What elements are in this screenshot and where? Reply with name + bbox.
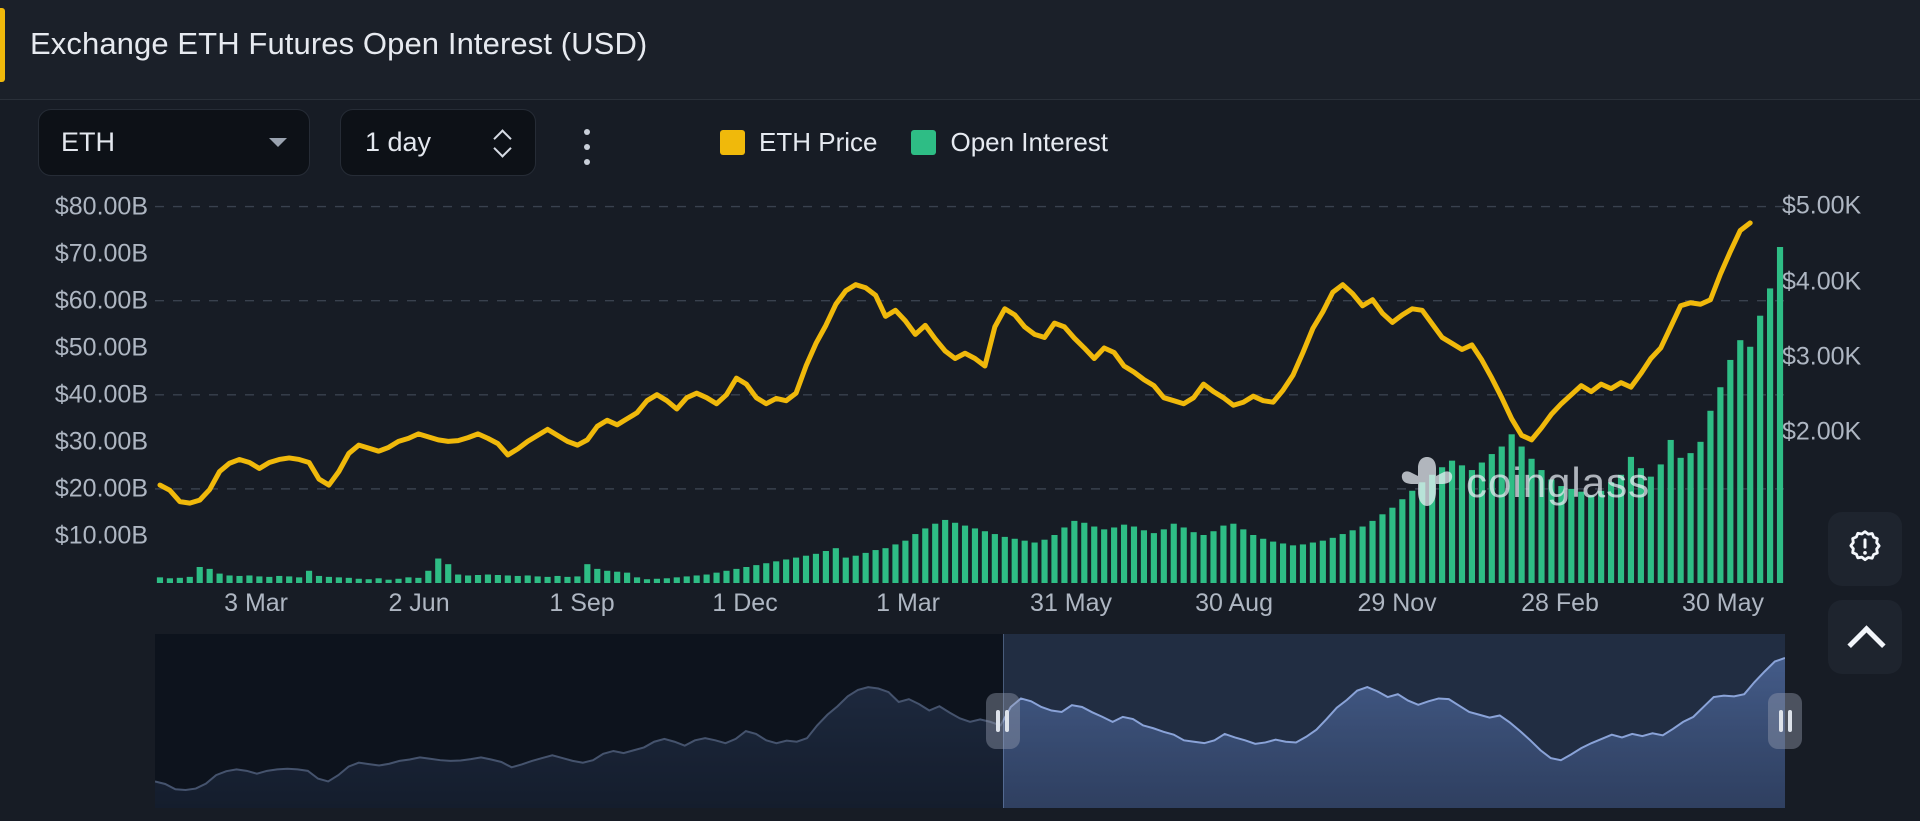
navigator-handle-right[interactable] xyxy=(1768,693,1802,749)
y-axis-left-tick: $60.00B xyxy=(54,286,148,315)
more-options-button[interactable] xyxy=(573,129,601,165)
y-axis-left-tick: $30.00B xyxy=(54,427,148,456)
scroll-top-button[interactable] xyxy=(1828,600,1902,674)
x-axis-tick: 31 May xyxy=(1030,589,1113,617)
x-axis-tick: 30 May xyxy=(1682,589,1765,617)
y-axis-left-tick: $50.00B xyxy=(54,333,148,362)
y-axis-left: $10.00B $20.00B $30.00B $40.00B $50.00B $60.0… xyxy=(8,183,148,583)
y-axis-left-tick: $10.00B xyxy=(54,521,148,550)
chart-legend: ETH Price Open Interest xyxy=(720,127,1108,158)
chevron-up-icon xyxy=(1850,622,1880,652)
legend-item-eth-price[interactable]: ETH Price xyxy=(720,127,877,158)
plot-canvas[interactable] xyxy=(155,183,1785,583)
range-navigator[interactable] xyxy=(155,634,1802,808)
interval-select-value: 1 day xyxy=(365,127,432,157)
symbol-select-value: ETH xyxy=(61,127,115,157)
title-bar: Exchange ETH Futures Open Interest (USD) xyxy=(0,0,1920,100)
y-axis-right-tick: $5.00K xyxy=(1782,191,1862,220)
chart-area: $10.00B $20.00B $30.00B $40.00B $50.00B $60.0… xyxy=(0,183,1920,623)
alert-badge-icon xyxy=(1849,530,1881,562)
title-accent-bar xyxy=(0,8,5,82)
square-swatch-icon xyxy=(720,130,745,155)
y-axis-right-tick: $2.00K xyxy=(1782,417,1862,446)
alert-button[interactable] xyxy=(1828,512,1902,586)
chart-toolbar: ETH 1 day ETH Price Open Interest xyxy=(0,101,1920,183)
square-swatch-icon xyxy=(911,130,937,155)
x-axis-tick: 1 Mar xyxy=(876,589,940,617)
navigator-handle-left[interactable] xyxy=(985,693,1020,749)
legend-label: ETH Price xyxy=(759,127,878,157)
y-axis-right: $2.00K $3.00K $4.00K $5.00K xyxy=(1782,183,1912,583)
x-axis-tick: 28 Feb xyxy=(1521,589,1599,617)
chevron-down-icon xyxy=(269,138,287,147)
y-axis-right-tick: $3.00K xyxy=(1782,342,1862,371)
stepper-icon xyxy=(495,131,511,155)
y-axis-left-tick: $20.00B xyxy=(54,474,148,503)
y-axis-right-tick: $4.00K xyxy=(1782,267,1862,296)
x-axis: 3 Mar 2 Jun 1 Sep 1 Dec 1 Mar 31 May 30 Aug 29 … xyxy=(155,583,1785,629)
y-axis-left-tick: $70.00B xyxy=(54,239,148,268)
legend-item-open-interest[interactable]: Open Interest xyxy=(911,127,1108,158)
interval-select[interactable]: 1 day xyxy=(340,109,536,176)
x-axis-tick: 2 Jun xyxy=(388,589,450,617)
x-axis-tick: 1 Sep xyxy=(549,589,615,617)
x-axis-tick: 3 Mar xyxy=(224,589,288,617)
y-axis-left-tick: $80.00B xyxy=(54,192,148,221)
legend-label: Open Interest xyxy=(950,127,1109,157)
x-axis-tick: 1 Dec xyxy=(712,589,778,617)
symbol-select[interactable]: ETH xyxy=(38,109,310,176)
x-axis-tick: 29 Nov xyxy=(1357,589,1437,617)
x-axis-tick: 30 Aug xyxy=(1195,589,1273,617)
y-axis-left-tick: $40.00B xyxy=(54,380,148,409)
page-title: Exchange ETH Futures Open Interest (USD) xyxy=(30,26,648,61)
